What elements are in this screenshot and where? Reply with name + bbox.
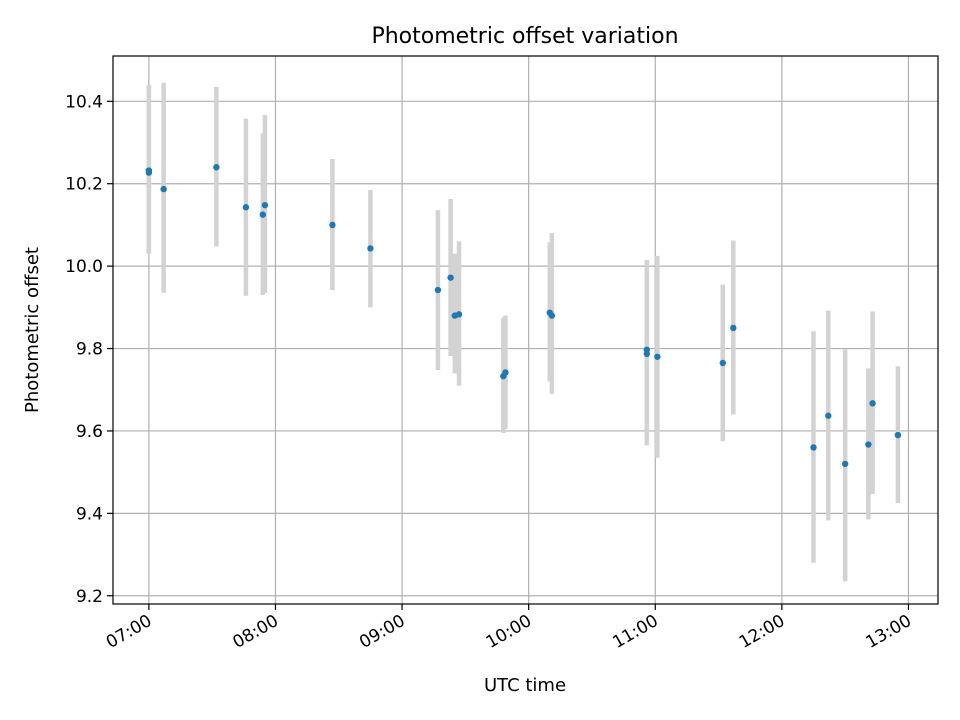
data-point [502,369,509,376]
data-point [810,444,817,451]
data-points [145,164,902,468]
data-point [213,164,220,171]
data-point [160,185,167,193]
data-point [719,359,726,367]
data-point [643,346,651,353]
data-point [730,324,737,332]
grid [113,56,938,604]
y-tick-label: 9.6 [76,422,103,442]
data-point [261,201,269,209]
data-point [434,286,442,294]
plot-frame [112,55,939,605]
chart-title: Photometric offset variation [371,24,678,49]
data-point [548,312,556,319]
y-tick-label: 9.4 [76,504,103,524]
y-tick-label: 9.2 [76,587,103,607]
data-point [654,353,661,360]
data-point [242,204,250,211]
y-tick-label: 10.2 [65,175,103,195]
data-point [869,400,876,407]
data-point [865,441,872,448]
y-tick-label: 10.0 [65,257,103,277]
data-point [447,274,454,281]
y-tick-label: 9.8 [76,340,103,360]
y-axis-ticks: 9.2 9.4 9.6 9.8 10.0 10.2 10.4 [65,92,113,607]
x-axis-label: UTC time [484,675,566,696]
data-point [841,460,849,468]
data-point [455,311,463,318]
data-point [145,169,153,176]
data-point [259,211,267,218]
y-tick-label: 10.4 [65,92,103,112]
data-point [367,245,374,252]
data-point [894,431,902,439]
data-point [825,412,832,419]
data-point [329,221,336,229]
y-axis-label: Photometric offset [22,247,43,413]
